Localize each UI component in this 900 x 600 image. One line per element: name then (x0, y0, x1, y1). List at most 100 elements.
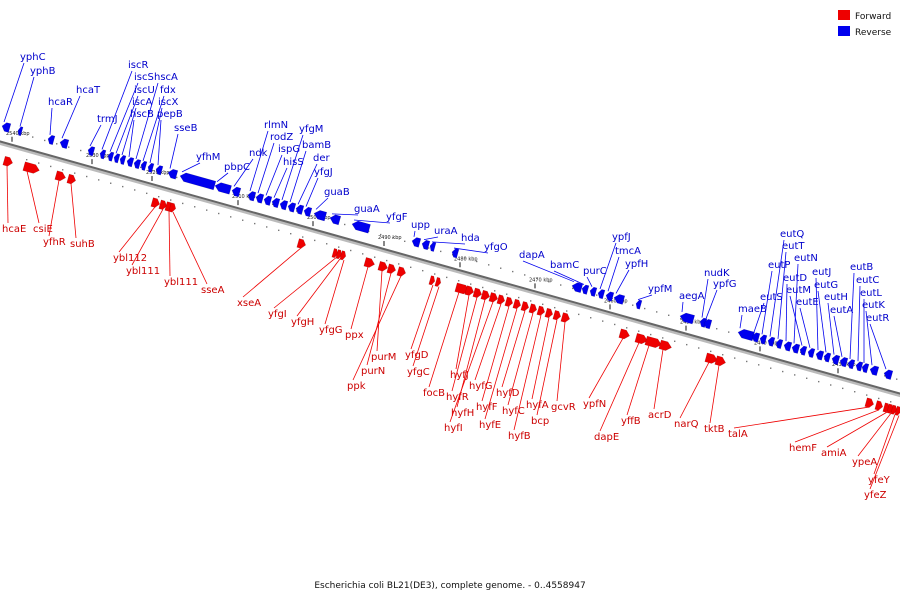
gene-yfgD-forward[interactable] (428, 275, 436, 286)
gene-label-yfgD[interactable]: yfgD (405, 350, 429, 361)
gene-label-ndk[interactable]: ndk (249, 148, 268, 159)
gene-hyfI-forward[interactable] (488, 292, 499, 303)
gene-hyfH-forward[interactable] (480, 289, 491, 301)
gene-label-iscU[interactable]: iscU (134, 85, 155, 96)
gene-label-pepB[interactable]: pepB (157, 109, 183, 120)
gene-label-der[interactable]: der (313, 153, 331, 164)
gene-eutM-reverse[interactable] (799, 345, 808, 356)
gene-eutL-reverse[interactable] (861, 363, 870, 374)
gene-ypfJ-reverse[interactable] (597, 289, 606, 300)
gene-eutJ-reverse[interactable] (815, 350, 825, 361)
gene-yphB-reverse[interactable] (17, 126, 24, 137)
gene-dapE-forward[interactable] (634, 332, 649, 345)
gene-label-eutD[interactable]: eutD (783, 273, 807, 284)
gene-label-eutK[interactable]: eutK (862, 300, 885, 311)
gene-label-yphC[interactable]: yphC (20, 52, 46, 63)
gene-yfgF-reverse[interactable] (351, 220, 371, 234)
gene-label-suhB[interactable]: suhB (70, 239, 95, 250)
gene-label-bcp[interactable]: bcp (531, 416, 549, 427)
gene-label-upp[interactable]: upp (411, 220, 430, 231)
gene-fdx-reverse[interactable] (140, 160, 148, 171)
gene-upp-reverse[interactable] (411, 237, 422, 248)
gene-ypfM-reverse[interactable] (635, 299, 643, 310)
gene-label-yfgG[interactable]: yfgG (319, 325, 343, 336)
gene-eutH-reverse[interactable] (831, 354, 841, 366)
gene-yfhR-forward[interactable] (54, 170, 67, 182)
gene-label-eutS[interactable]: eutS (760, 292, 783, 303)
gene-eutD-reverse[interactable] (783, 341, 793, 352)
gene-label-talA[interactable]: talA (728, 429, 748, 440)
gene-label-hisS[interactable]: hisS (283, 157, 304, 168)
gene-label-ypeA[interactable]: ypeA (852, 457, 877, 468)
gene-narQ-forward[interactable] (704, 352, 719, 365)
gene-label-uraA[interactable]: uraA (434, 226, 458, 237)
gene-label-ypfJ[interactable]: ypfJ (612, 232, 631, 243)
gene-dapA-reverse[interactable] (571, 281, 584, 294)
gene-label-hscB[interactable]: hscB (130, 109, 154, 120)
gene-csiE-forward[interactable] (22, 161, 41, 175)
gene-ppk-forward[interactable] (396, 266, 407, 278)
gene-label-gcvR[interactable]: gcvR (551, 402, 576, 413)
gene-label-eutG[interactable]: eutG (814, 280, 838, 291)
gene-label-eutB[interactable]: eutB (850, 262, 873, 273)
gene-label-hyfD[interactable]: hyfD (496, 388, 520, 399)
gene-label-yfgJ[interactable]: yfgJ (314, 167, 333, 178)
gene-label-eutE[interactable]: eutE (796, 297, 819, 308)
gene-trmJ-reverse[interactable] (87, 146, 96, 157)
gene-label-ypfM[interactable]: ypfM (648, 284, 672, 295)
gene-label-yfgI[interactable]: yfgI (268, 309, 287, 320)
gene-label-rlmN[interactable]: rlmN (264, 120, 288, 131)
gene-label-ypfH[interactable]: ypfH (625, 259, 648, 270)
gene-label-ybl112[interactable]: ybl112 (113, 253, 147, 264)
gene-label-rodZ[interactable]: rodZ (270, 132, 293, 143)
gene-iscU-reverse[interactable] (113, 153, 121, 164)
gene-label-eutQ[interactable]: eutQ (780, 229, 804, 240)
gene-label-yphB[interactable]: yphB (30, 66, 56, 77)
gene-nudK-reverse[interactable] (699, 317, 708, 328)
gene-label-csiE[interactable]: csiE (33, 224, 53, 235)
gene-eutN-reverse[interactable] (791, 343, 801, 354)
gene-label-ypfG[interactable]: ypfG (713, 279, 737, 290)
gene-ypfH-reverse[interactable] (613, 293, 626, 305)
gene-der-reverse[interactable] (295, 204, 305, 215)
gene-ypfG-reverse[interactable] (703, 318, 713, 330)
gene-tktB-forward[interactable] (714, 355, 727, 367)
gene-label-eutC[interactable]: eutC (856, 275, 879, 286)
gene-label-iscX[interactable]: iscX (158, 97, 178, 108)
gene-hisS-reverse[interactable] (271, 197, 281, 209)
gene-label-hda[interactable]: hda (461, 233, 480, 244)
gene-label-ybl111[interactable]: ybl111 (126, 266, 160, 277)
gene-label-acrD[interactable]: acrD (648, 410, 672, 421)
gene-pepB-reverse[interactable] (155, 165, 164, 176)
gene-rlmN-reverse[interactable] (247, 191, 257, 202)
gene-label-sseB[interactable]: sseB (174, 123, 198, 134)
gene-label-hyfC[interactable]: hyfC (502, 406, 525, 417)
gene-eutE-reverse[interactable] (807, 347, 816, 359)
gene-iscA-reverse[interactable] (119, 155, 127, 166)
gene-guaA-reverse[interactable] (329, 214, 342, 226)
gene-label-hyfI[interactable]: hyfI (444, 423, 463, 434)
gene-eutP-reverse[interactable] (759, 334, 768, 345)
gene-label-yfgF[interactable]: yfgF (386, 212, 408, 223)
gene-yfgC-forward[interactable] (434, 276, 442, 287)
gene-hyfJ-forward[interactable] (464, 285, 475, 297)
gene-label-yfgO[interactable]: yfgO (484, 242, 508, 253)
gene-ybl111-forward[interactable] (158, 199, 168, 211)
gene-label-sseA[interactable]: sseA (201, 285, 225, 296)
gene-label-yfeY[interactable]: yfeY (868, 475, 891, 486)
gene-eutT-reverse[interactable] (775, 338, 784, 350)
gene-label-ybl111[interactable]: ybl111 (164, 277, 198, 288)
gene-label-yfgC[interactable]: yfgC (407, 367, 430, 378)
gene-guaB-reverse[interactable] (313, 209, 328, 222)
gene-label-ppk[interactable]: ppk (347, 381, 366, 392)
gene-uraA-reverse[interactable] (421, 239, 431, 251)
gene-label-iscR[interactable]: iscR (128, 60, 148, 71)
gene-label-maeB[interactable]: maeB (738, 304, 767, 315)
gene-label-aegA[interactable]: aegA (679, 291, 705, 302)
gene-label-guaA[interactable]: guaA (354, 204, 380, 215)
gene-hyfA-forward[interactable] (544, 307, 554, 319)
gene-label-hcaT[interactable]: hcaT (76, 85, 101, 96)
gene-ispG-reverse[interactable] (263, 195, 273, 206)
gene-gcvR-forward[interactable] (560, 312, 571, 324)
gene-hyfR-forward[interactable] (472, 287, 483, 299)
